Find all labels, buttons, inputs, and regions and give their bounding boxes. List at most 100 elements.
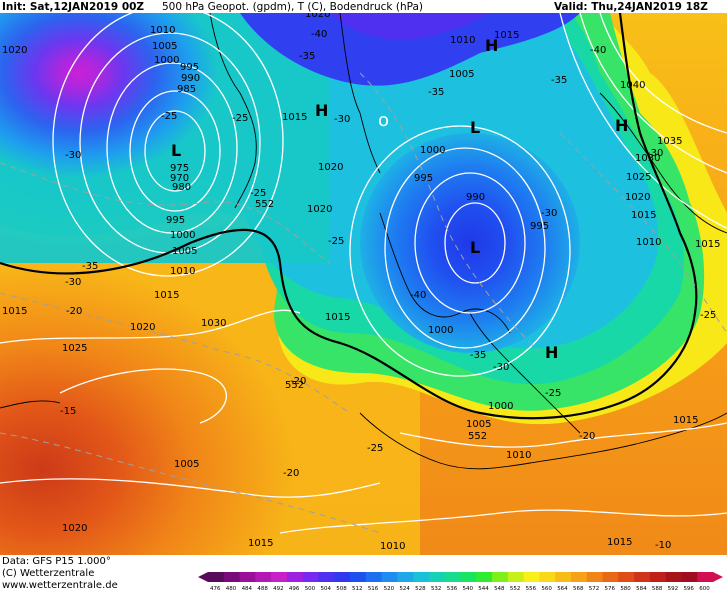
svg-text:-35: -35 <box>82 261 98 272</box>
chart-header: Init: Sat,12JAN2019 00Z 500 hPa Geopot. … <box>0 0 727 14</box>
svg-text:1020: 1020 <box>307 204 332 215</box>
svg-text:1000: 1000 <box>170 230 195 241</box>
svg-text:1010: 1010 <box>150 25 175 36</box>
colorbar-swatch <box>381 572 398 582</box>
geopotential-552-line <box>0 13 698 420</box>
svg-text:1040: 1040 <box>620 80 645 91</box>
colorbar-tick-label: 560 <box>541 586 552 592</box>
colorbar-swatch <box>350 572 367 582</box>
colorbar-swatch <box>413 572 430 582</box>
svg-text:1010: 1010 <box>450 35 475 46</box>
colorbar-swatch <box>444 572 461 582</box>
low-pressure-east: L <box>470 238 480 257</box>
colorbar-tick-label: 580 <box>620 586 631 592</box>
svg-text:1025: 1025 <box>62 343 87 354</box>
low-pressure-north: L <box>470 118 480 137</box>
svg-text:1035: 1035 <box>657 136 682 147</box>
svg-text:-25: -25 <box>250 188 266 199</box>
colorbar-tick-label: 544 <box>478 586 489 592</box>
svg-text:990: 990 <box>466 192 485 203</box>
colorbar-swatch <box>555 572 572 582</box>
colorbar-swatch <box>570 572 588 582</box>
svg-text:-10: -10 <box>655 540 671 551</box>
svg-text:1010: 1010 <box>506 450 531 461</box>
svg-text:552: 552 <box>468 431 487 442</box>
colorbar-tick-label: 500 <box>305 586 316 592</box>
svg-text:1010: 1010 <box>636 237 661 248</box>
svg-text:-20: -20 <box>66 306 82 317</box>
svg-text:-30: -30 <box>334 114 350 125</box>
svg-text:1020: 1020 <box>130 322 155 333</box>
svg-text:985: 985 <box>177 84 196 95</box>
svg-text:1020: 1020 <box>2 45 27 56</box>
colorbar-swatch <box>208 572 225 582</box>
svg-text:-35: -35 <box>299 51 315 62</box>
svg-text:-35: -35 <box>470 350 486 361</box>
svg-text:-25: -25 <box>367 443 383 454</box>
svg-text:-35: -35 <box>428 87 444 98</box>
coastlines <box>0 13 727 470</box>
colorbar-tick-label: 504 <box>320 586 331 592</box>
svg-text:-40: -40 <box>311 29 327 40</box>
colorbar-tick-label: 568 <box>573 586 584 592</box>
colorbar-swatch <box>476 572 493 582</box>
colorbar-tick-label: 536 <box>447 586 458 592</box>
data-source: Data: GFS P15 1.000° <box>2 556 111 567</box>
colorbar-tick-label: 512 <box>352 586 363 592</box>
colorbar-swatch <box>397 572 414 582</box>
chart-title: 500 hPa Geopot. (gpdm), T (C), Bodendruc… <box>162 1 423 13</box>
svg-text:1015: 1015 <box>695 239 720 250</box>
colorbar-swatch <box>586 572 604 582</box>
colorbar-tick-label: 556 <box>526 586 537 592</box>
colorbar-tick-label: 516 <box>368 586 379 592</box>
svg-text:-40: -40 <box>410 290 426 301</box>
colorbar-swatch <box>665 572 682 582</box>
svg-text:1020: 1020 <box>305 13 330 20</box>
colorbar-swatch <box>507 572 525 582</box>
colorbar-tick-label: 540 <box>463 586 474 592</box>
colorbar-tick-label: 496 <box>289 586 300 592</box>
svg-text:1015: 1015 <box>607 537 632 548</box>
svg-text:-25: -25 <box>161 111 177 122</box>
isobar-labels: 1010 1005 1000 995 990 985 975 970 980 9… <box>2 13 720 552</box>
svg-text:1000: 1000 <box>154 55 179 66</box>
svg-text:-20: -20 <box>283 468 299 479</box>
svg-text:1015: 1015 <box>282 112 307 123</box>
colorbar-swatch <box>223 572 241 582</box>
colorbar-tick-label: 520 <box>384 586 395 592</box>
colorbar-swatch <box>681 572 698 582</box>
colorbar-swatch <box>618 572 635 582</box>
high-pressure-ne: H <box>615 116 628 135</box>
svg-text:-35: -35 <box>551 75 567 86</box>
svg-text:995: 995 <box>180 62 199 73</box>
colorbar-tick-label: 564 <box>557 586 568 592</box>
colorbar-swatch <box>302 572 319 582</box>
high-pressure-top: H <box>485 36 498 55</box>
svg-text:995: 995 <box>166 215 185 226</box>
svg-text:-30: -30 <box>647 148 663 159</box>
colorbar-swatch <box>697 572 714 582</box>
svg-text:-25: -25 <box>328 236 344 247</box>
colorbar-left-arrow <box>198 572 208 582</box>
temperature-lines <box>0 72 727 534</box>
colorbar-tick-label: 552 <box>510 586 521 592</box>
svg-text:1015: 1015 <box>631 210 656 221</box>
svg-text:1005: 1005 <box>152 41 177 52</box>
svg-text:975: 975 <box>170 163 189 174</box>
svg-text:-30: -30 <box>65 277 81 288</box>
colorbar-tick-label: 488 <box>257 586 268 592</box>
colorbar-tick-label: 572 <box>589 586 600 592</box>
svg-text:1000: 1000 <box>428 325 453 336</box>
svg-text:1010: 1010 <box>380 541 405 552</box>
weather-map[interactable]: L L L H H H H o 1010 1005 1000 995 990 9… <box>0 13 727 555</box>
website-link[interactable]: www.wetterzentrale.de <box>2 580 118 591</box>
svg-text:995: 995 <box>414 173 433 184</box>
init-time: Init: Sat,12JAN2019 00Z <box>2 1 145 13</box>
svg-text:1030: 1030 <box>201 318 226 329</box>
svg-text:1020: 1020 <box>62 523 87 534</box>
svg-text:-20: -20 <box>290 376 306 387</box>
svg-text:-30: -30 <box>541 208 557 219</box>
valid-time: Valid: Thu,24JAN2019 18Z <box>554 1 708 13</box>
colorbar-swatch <box>523 572 540 582</box>
svg-text:1025: 1025 <box>626 172 651 183</box>
